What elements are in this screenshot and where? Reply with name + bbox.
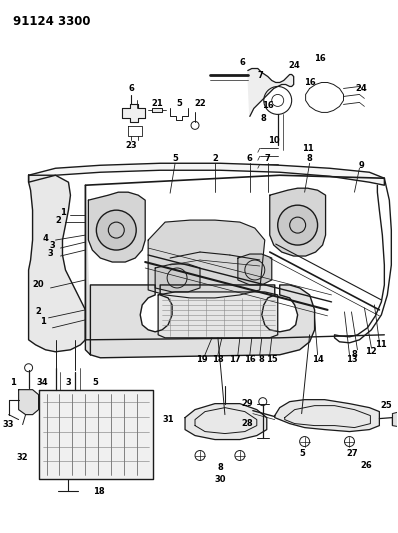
Text: 5: 5 [92, 378, 98, 387]
Text: 18: 18 [212, 356, 224, 364]
Text: 23: 23 [125, 141, 137, 150]
Text: 2: 2 [36, 308, 41, 317]
Text: 5: 5 [172, 154, 178, 163]
Text: 32: 32 [17, 453, 28, 462]
Text: 1: 1 [40, 317, 45, 326]
Polygon shape [29, 163, 384, 185]
Text: 13: 13 [345, 356, 357, 364]
Polygon shape [270, 188, 326, 256]
Text: 27: 27 [347, 449, 358, 458]
Text: 2: 2 [56, 216, 61, 224]
Text: 1: 1 [10, 378, 16, 387]
Polygon shape [86, 185, 314, 358]
Text: 91124 3300: 91124 3300 [13, 15, 90, 28]
Text: 10: 10 [268, 136, 279, 145]
Text: 24: 24 [289, 61, 300, 70]
Polygon shape [155, 264, 200, 292]
Text: 18: 18 [93, 487, 104, 496]
Polygon shape [88, 192, 145, 262]
Text: 28: 28 [241, 419, 253, 428]
Polygon shape [248, 69, 294, 116]
Polygon shape [275, 400, 379, 432]
Text: 9: 9 [359, 161, 364, 170]
Text: 16: 16 [314, 54, 326, 63]
Text: 8: 8 [261, 114, 267, 123]
Text: 6: 6 [128, 84, 134, 93]
Polygon shape [39, 390, 153, 480]
Text: 7: 7 [258, 71, 263, 80]
Text: 31: 31 [162, 415, 174, 424]
Polygon shape [158, 292, 278, 338]
Text: 16: 16 [262, 101, 274, 110]
Polygon shape [29, 175, 86, 352]
Polygon shape [238, 254, 272, 285]
Text: 26: 26 [361, 461, 372, 470]
Text: 21: 21 [151, 99, 163, 108]
Text: 11: 11 [375, 340, 387, 349]
Text: 29: 29 [241, 399, 253, 408]
Text: 20: 20 [33, 280, 44, 289]
Text: 8: 8 [307, 154, 312, 163]
Circle shape [96, 210, 136, 250]
Polygon shape [19, 390, 39, 415]
Circle shape [278, 205, 318, 245]
Text: 6: 6 [247, 154, 253, 163]
Text: 14: 14 [312, 356, 324, 364]
Text: 12: 12 [365, 348, 377, 356]
Text: 2: 2 [212, 154, 218, 163]
Text: 5: 5 [176, 99, 182, 108]
Text: 8: 8 [351, 350, 357, 359]
Text: 11: 11 [302, 144, 314, 153]
Text: 30: 30 [214, 475, 226, 484]
Polygon shape [392, 410, 398, 427]
Text: 22: 22 [194, 99, 206, 108]
Polygon shape [152, 108, 162, 112]
Text: 34: 34 [37, 378, 49, 387]
Text: 3: 3 [50, 240, 55, 249]
Text: 1: 1 [60, 208, 65, 216]
Text: 16: 16 [244, 356, 256, 364]
Text: 5: 5 [300, 449, 306, 458]
Polygon shape [185, 403, 267, 440]
Text: 3: 3 [66, 378, 71, 387]
Text: 7: 7 [265, 154, 271, 163]
Text: 33: 33 [3, 420, 14, 429]
Text: 6: 6 [240, 58, 246, 67]
Text: 16: 16 [304, 78, 316, 87]
Text: 17: 17 [229, 356, 241, 364]
Text: 8: 8 [217, 463, 223, 472]
Text: 19: 19 [196, 356, 208, 364]
Text: 3: 3 [48, 248, 53, 257]
Text: 4: 4 [43, 233, 49, 243]
Text: 15: 15 [266, 356, 278, 364]
Text: 8: 8 [259, 356, 265, 364]
Text: 24: 24 [355, 84, 367, 93]
Polygon shape [148, 220, 265, 298]
Text: 25: 25 [380, 401, 392, 410]
Polygon shape [122, 104, 145, 123]
